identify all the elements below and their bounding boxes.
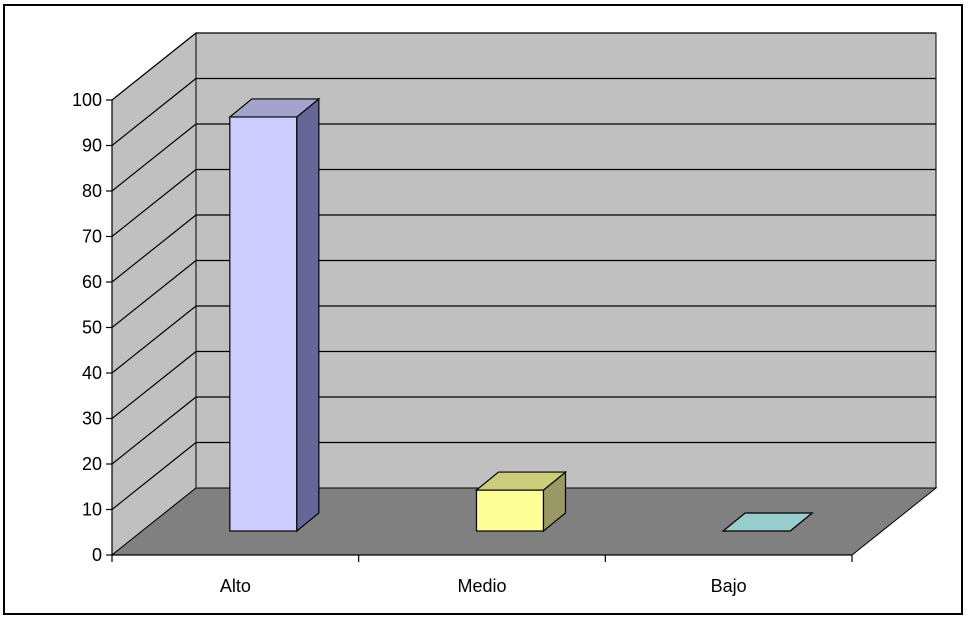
y-tick-label: 70 [82, 227, 102, 247]
x-tick-label-bajo: Bajo [711, 576, 747, 596]
y-tick-label: 40 [82, 363, 102, 383]
bar-medio-front [475, 489, 545, 532]
bars [228, 97, 814, 533]
y-axis-ticks: 0 10 20 30 40 50 60 70 80 90 100 [72, 90, 112, 565]
gridline-side [111, 396, 197, 465]
y-tick-label: 30 [82, 409, 102, 429]
bar-alto-front [229, 116, 298, 532]
x-tick-label-alto: Alto [220, 576, 251, 596]
bar-medio-top [474, 471, 568, 491]
gridline-side [111, 260, 197, 328]
y-tick-label: 80 [82, 181, 102, 201]
gridline-side [111, 169, 197, 237]
gridline-side [111, 351, 197, 419]
gridline-side [111, 123, 197, 192]
bar-alto-side [296, 97, 320, 533]
y-tick-label: 60 [82, 272, 102, 292]
y-tick-label: 20 [82, 454, 102, 474]
gridline-side [111, 78, 197, 146]
y-tick-label: 10 [82, 500, 102, 520]
bar-bajo-top [721, 512, 814, 532]
y-tick-label: 90 [82, 136, 102, 156]
gridline-side [111, 305, 197, 374]
gridline-side [111, 214, 197, 283]
x-tick-label-medio: Medio [457, 576, 506, 596]
y-tick-label: 100 [72, 90, 102, 110]
gridline-side [111, 32, 197, 101]
y-tick-label: 50 [82, 318, 102, 338]
bar-alto-top [228, 98, 321, 118]
gridline-side [111, 442, 197, 510]
x-axis-ticks: Alto Medio Bajo [111, 555, 853, 596]
y-tick-label: 0 [92, 545, 102, 565]
